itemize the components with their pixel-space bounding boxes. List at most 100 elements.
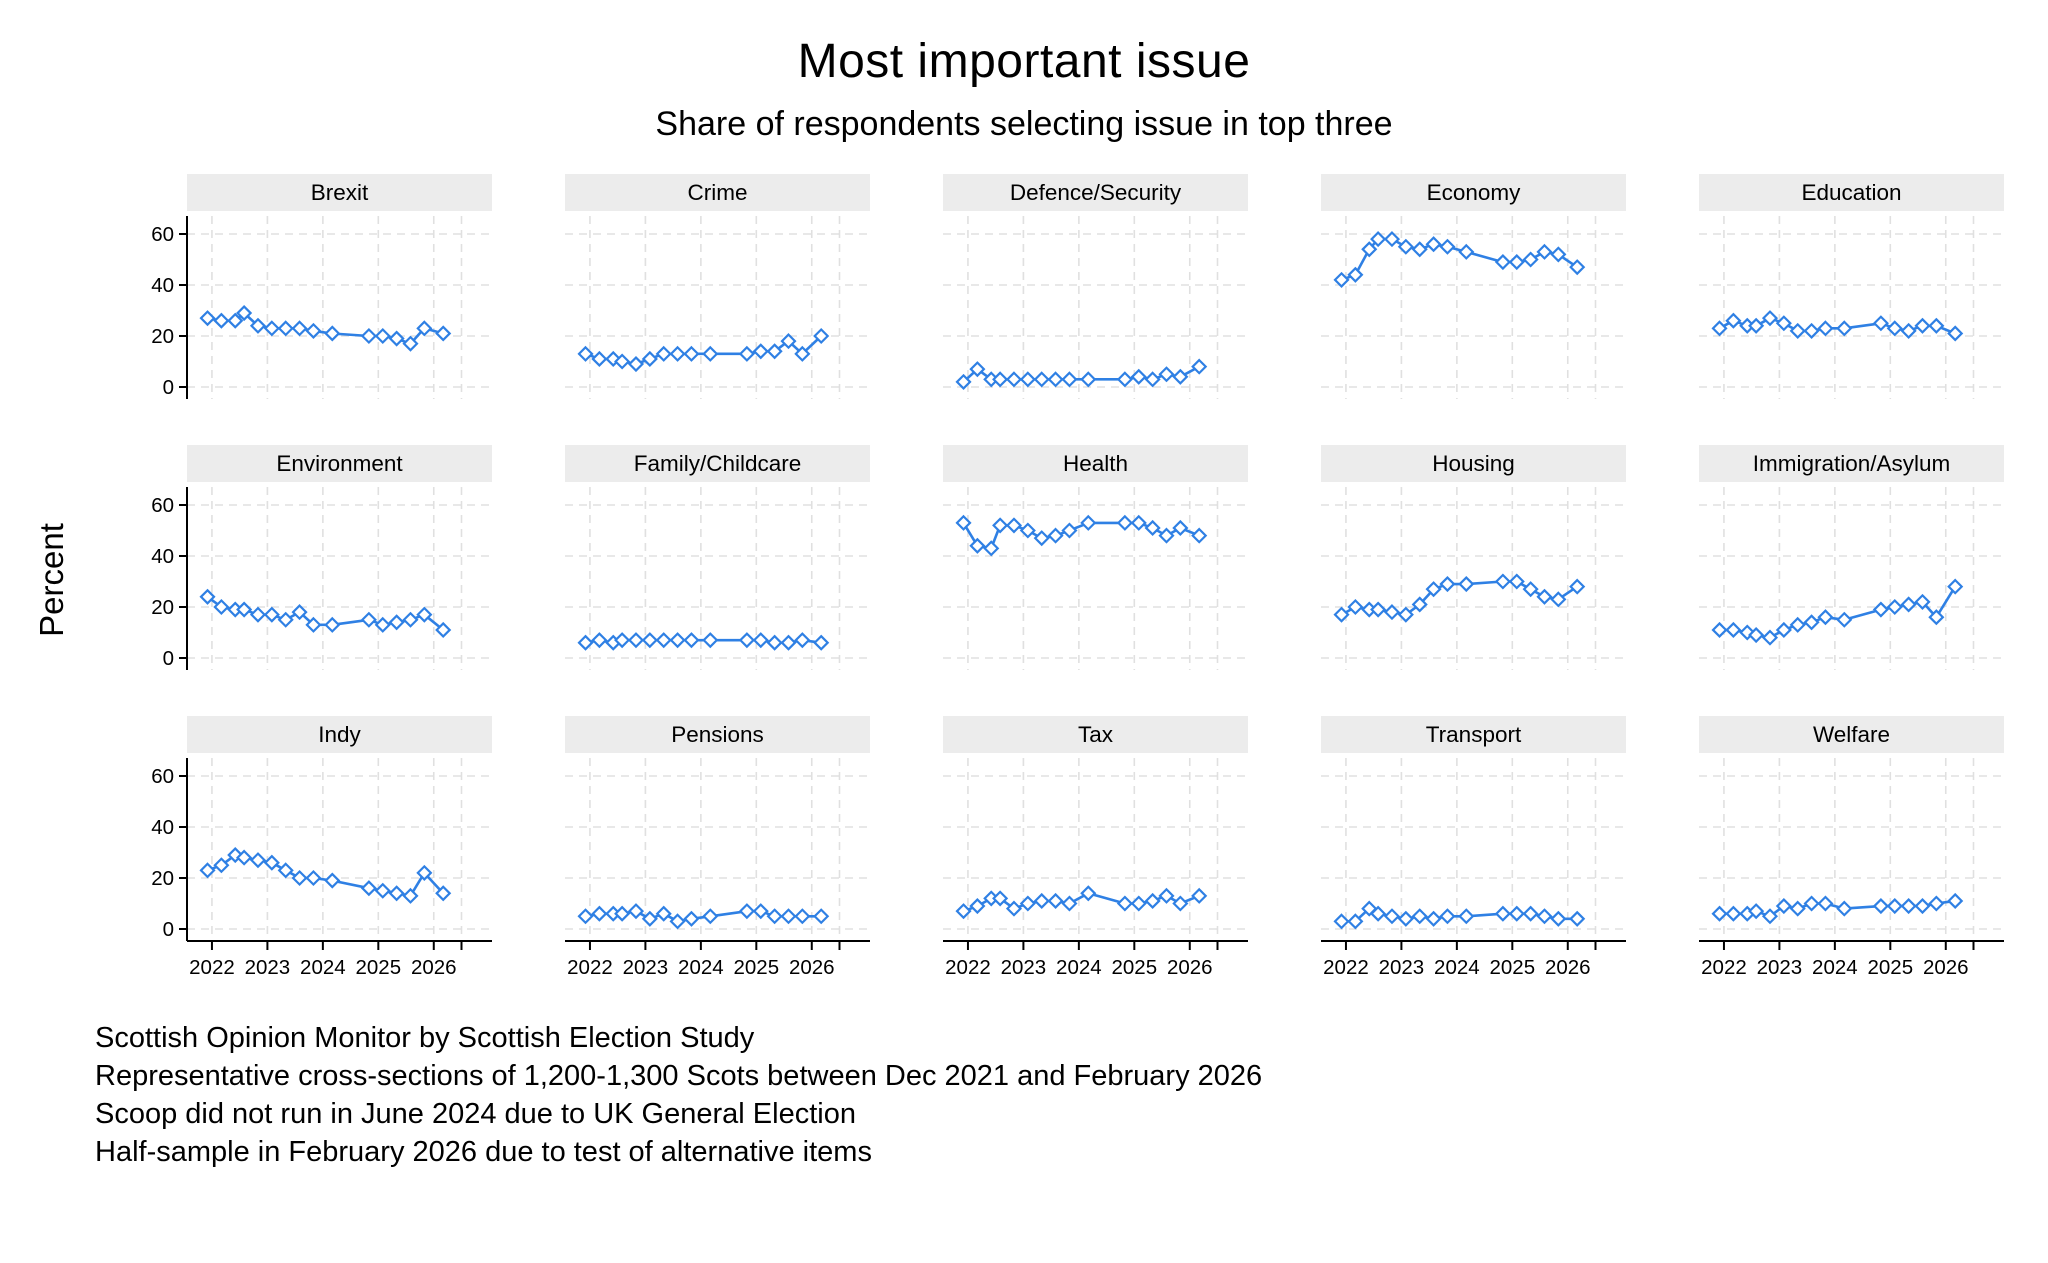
data-marker (1817, 320, 1834, 337)
data-marker (1872, 315, 1889, 332)
data-marker (263, 606, 280, 623)
panel-plot (1699, 216, 2004, 399)
data-marker (1130, 368, 1147, 385)
data-marker (614, 632, 631, 649)
data-marker (1383, 604, 1401, 621)
data-marker (435, 885, 452, 902)
footnotes: Scottish Opinion Monitor by Scottish Ele… (95, 1019, 2048, 1171)
panel-title: Tax (943, 716, 1248, 753)
panel-plot (1699, 487, 2004, 670)
y-tick-label: 60 (151, 494, 174, 517)
data-marker (1061, 371, 1078, 388)
data-marker (1158, 366, 1175, 383)
data-marker (1425, 581, 1442, 598)
data-marker (1061, 522, 1078, 539)
data-marker (738, 632, 755, 649)
data-marker (1803, 895, 1820, 912)
data-marker (1130, 514, 1147, 531)
x-tick-label: 2026 (1923, 956, 1969, 979)
data-marker (780, 333, 797, 350)
data-marker (577, 908, 594, 925)
x-tick-label: 2026 (1545, 956, 1591, 979)
data-marker (752, 632, 769, 649)
x-tick-label: 2023 (1757, 956, 1803, 979)
data-marker (794, 345, 811, 362)
data-marker (1508, 905, 1525, 922)
data-marker (1172, 895, 1189, 912)
data-marker (1775, 897, 1792, 915)
data-marker (1033, 530, 1050, 547)
data-marker (1061, 895, 1078, 912)
panel-pensions: Pensions 2022 2023 2024 2025 2026 (520, 716, 875, 985)
data-marker (1191, 358, 1208, 375)
data-marker (1130, 895, 1147, 912)
data-marker (1886, 598, 1903, 616)
data-marker (1872, 601, 1889, 618)
data-marker (236, 601, 253, 618)
panel-title: Family/Childcare (565, 445, 870, 482)
data-marker (305, 616, 322, 633)
data-marker (738, 345, 755, 362)
data-marker (1775, 315, 1792, 332)
data-marker (249, 317, 267, 334)
y-tick-label: 40 (151, 274, 174, 297)
panel-title: Environment (187, 445, 492, 482)
data-marker (1569, 259, 1586, 276)
data-marker (1080, 371, 1097, 388)
data-marker (213, 857, 230, 874)
data-marker (591, 632, 608, 649)
data-marker (1347, 266, 1364, 283)
x-tick-label: 2026 (1167, 956, 1213, 979)
panel-title: Transport (1321, 716, 1626, 753)
x-tick-label: 2024 (1434, 956, 1480, 979)
data-marker (1522, 905, 1539, 922)
data-marker (614, 905, 631, 922)
data-marker (1725, 905, 1742, 922)
data-marker (227, 846, 244, 864)
data-marker (1761, 310, 1779, 327)
data-marker (1711, 320, 1728, 337)
data-marker (1748, 626, 1765, 644)
x-tick-label: 2024 (678, 956, 724, 979)
x-tick-label: 2022 (189, 956, 235, 979)
data-marker (1439, 238, 1456, 255)
y-tick-label: 60 (151, 765, 174, 788)
data-marker (1748, 317, 1765, 334)
data-marker (813, 908, 830, 925)
data-marker (1914, 593, 1931, 610)
data-marker (752, 903, 769, 920)
data-marker (324, 325, 341, 342)
data-marker (1522, 581, 1539, 598)
x-tick-label: 2026 (411, 956, 457, 979)
panel-title: Immigration/Asylum (1699, 445, 2004, 482)
data-marker (1900, 897, 1917, 915)
y-tick-label: 40 (151, 545, 174, 568)
data-marker (1116, 514, 1133, 531)
data-marker (669, 632, 686, 649)
panel-crime: Crime (520, 174, 875, 403)
panel-title: Indy (187, 716, 492, 753)
panel-plot: 2022 2023 2024 2025 2026 (1321, 758, 1626, 979)
data-marker (683, 632, 700, 649)
data-marker (388, 330, 405, 347)
data-marker (702, 908, 719, 925)
data-marker (983, 540, 1000, 557)
data-marker (1836, 900, 1853, 917)
data-marker (1005, 517, 1023, 534)
data-marker (1914, 897, 1931, 915)
x-tick-label: 2022 (567, 956, 613, 979)
data-marker (291, 869, 308, 887)
data-marker (627, 903, 645, 920)
data-marker (1397, 606, 1414, 623)
data-marker (738, 903, 755, 920)
data-marker (213, 598, 230, 616)
data-marker (291, 320, 308, 337)
data-marker (291, 604, 308, 621)
data-marker (236, 304, 253, 322)
data-marker (794, 632, 811, 649)
panel-title: Welfare (1699, 716, 2004, 753)
data-marker (1411, 596, 1428, 613)
data-marker (577, 345, 594, 362)
panel-plot (943, 487, 1248, 670)
panel-title: Brexit (187, 174, 492, 211)
